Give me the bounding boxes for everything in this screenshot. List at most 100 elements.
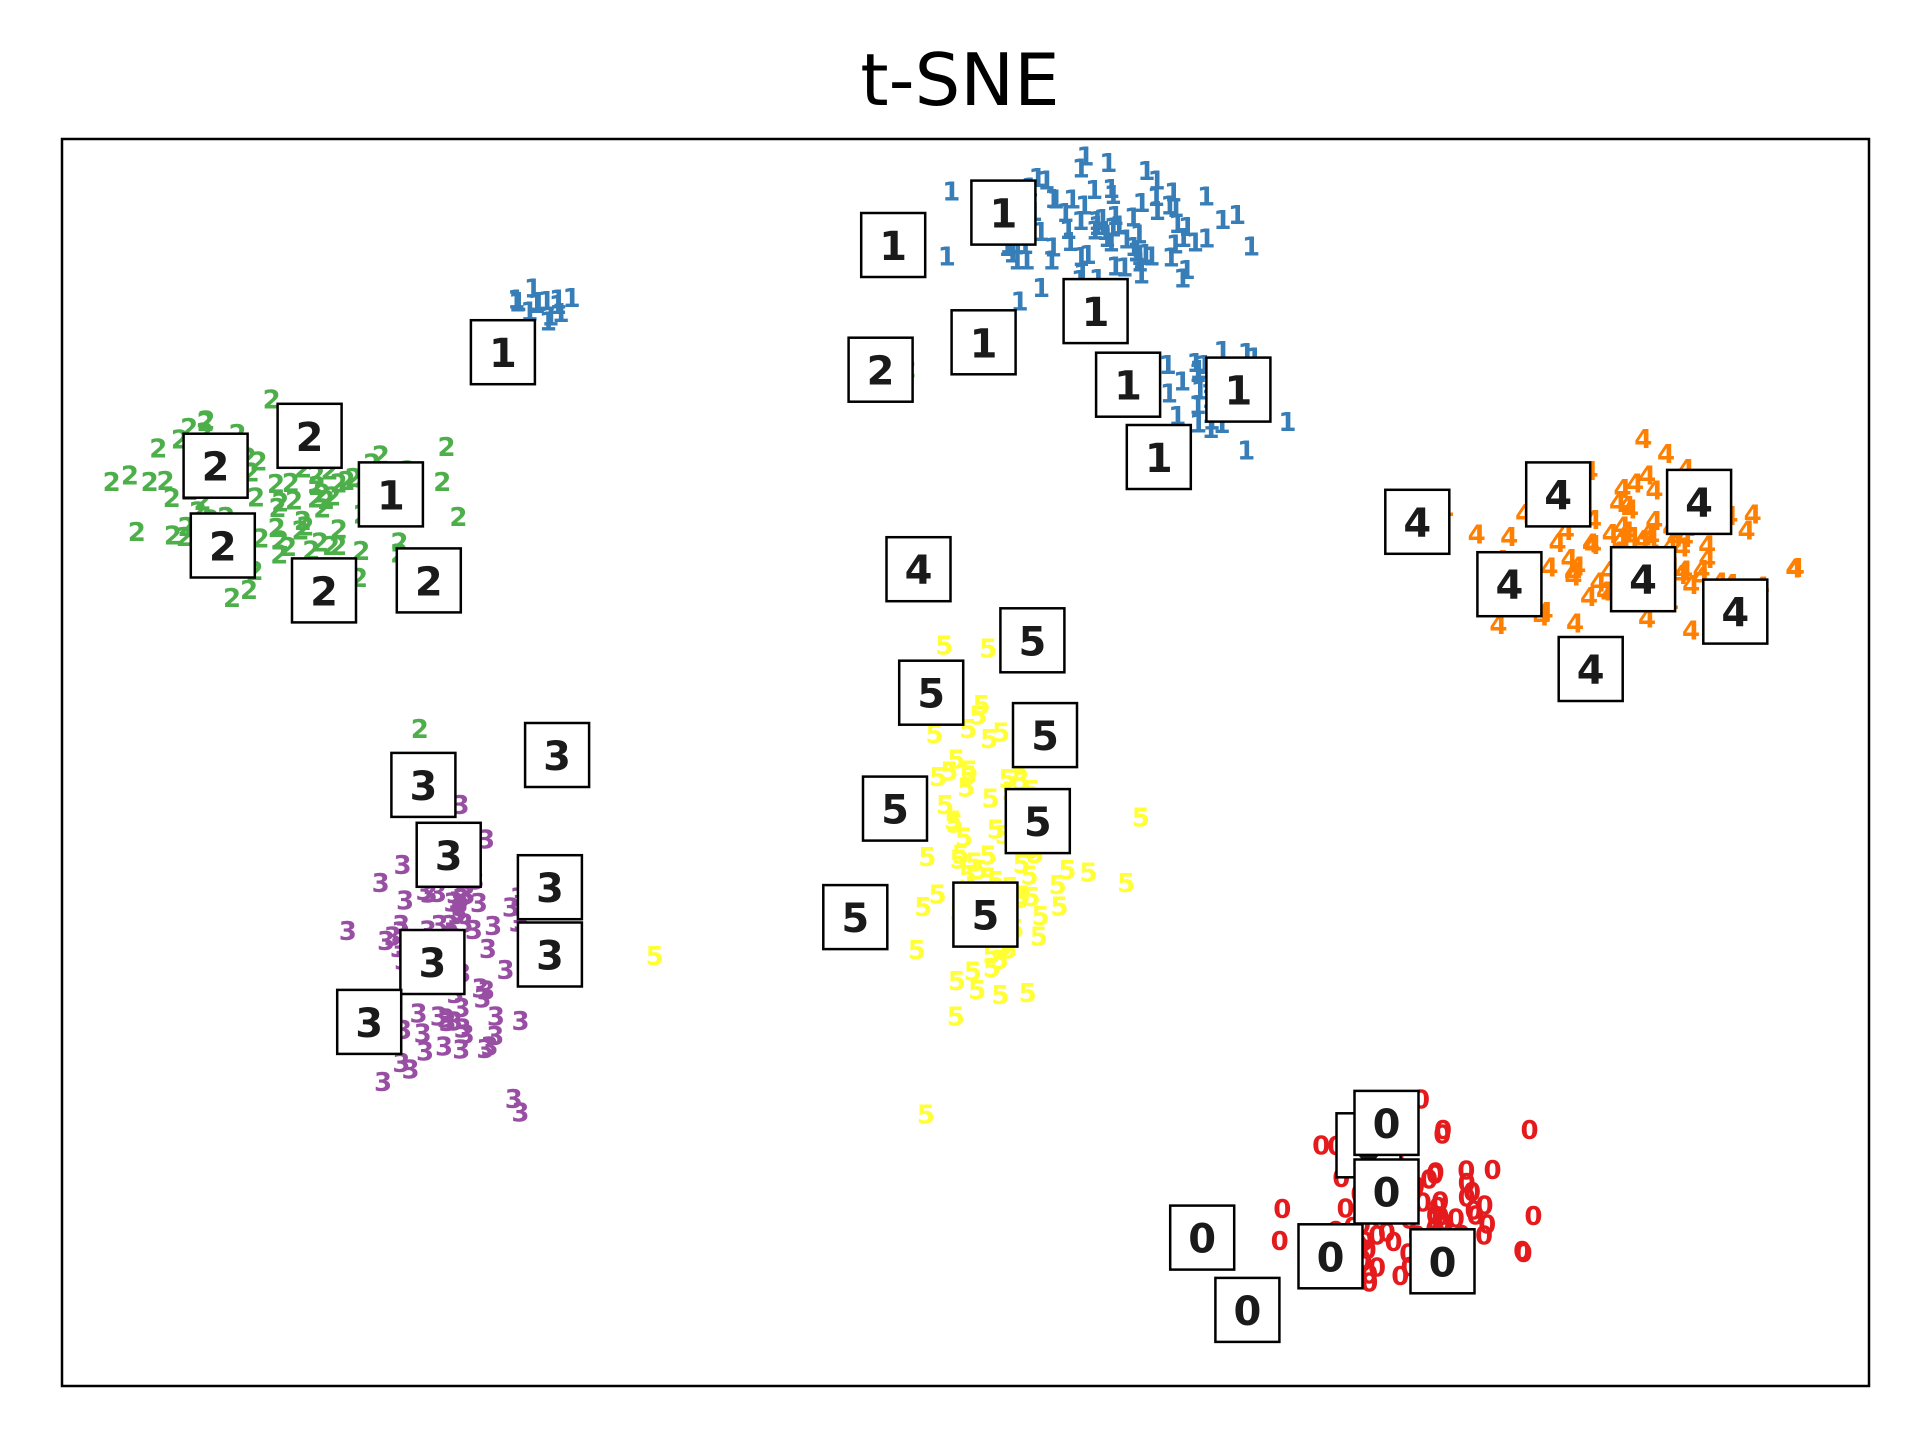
- data-point-1: 1: [1148, 167, 1166, 197]
- data-point-1: 1: [1142, 242, 1160, 272]
- data-point-1: 1: [1147, 183, 1165, 213]
- data-point-1: 1: [1166, 231, 1184, 261]
- data-point-1: 1: [1191, 376, 1209, 406]
- data-point-2: 2: [149, 435, 167, 465]
- data-point-4: 4: [1549, 529, 1567, 559]
- data-point-2: 2: [252, 524, 270, 554]
- thumbnail-digit: 0: [1233, 1289, 1261, 1335]
- data-point-4: 4: [1675, 557, 1693, 587]
- data-point-2: 2: [103, 468, 121, 498]
- data-point-4: 4: [1568, 552, 1586, 582]
- data-point-1: 1: [1102, 175, 1120, 205]
- data-point-3: 3: [512, 1007, 530, 1037]
- data-point-5: 5: [929, 881, 947, 911]
- data-point-4: 4: [1623, 523, 1641, 553]
- thumbnail-frame: [1214, 1276, 1281, 1344]
- data-point-0: 0: [1457, 1157, 1475, 1187]
- data-point-1: 1: [1168, 210, 1186, 240]
- data-point-1: 1: [1242, 233, 1260, 263]
- data-point-5: 5: [960, 757, 978, 787]
- digit-thumbnail: 4: [1476, 550, 1543, 618]
- data-point-1: 1: [1117, 226, 1135, 256]
- data-point-5: 5: [1132, 804, 1150, 834]
- data-point-3: 3: [444, 889, 462, 919]
- thumbnail-digit: 1: [377, 473, 405, 519]
- data-point-1: 1: [1124, 233, 1142, 263]
- data-point-2: 2: [141, 468, 159, 498]
- data-point-1: 1: [1197, 224, 1215, 254]
- data-point-1: 1: [1132, 189, 1150, 219]
- digit-thumbnail: 0: [1214, 1276, 1281, 1344]
- data-point-5: 5: [917, 1100, 935, 1130]
- data-point-5: 5: [1079, 859, 1097, 889]
- data-point-4: 4: [1698, 531, 1716, 561]
- data-point-1: 1: [529, 288, 547, 318]
- data-point-2: 2: [267, 470, 285, 500]
- data-point-0: 0: [1521, 1116, 1539, 1146]
- data-point-3: 3: [473, 984, 491, 1014]
- thumbnail-frame: [1168, 1204, 1236, 1271]
- data-point-2: 2: [164, 522, 182, 552]
- data-point-4: 4: [1634, 425, 1652, 455]
- digit-thumbnail: 4: [1609, 545, 1677, 613]
- data-point-4: 4: [1657, 440, 1675, 470]
- data-point-0: 0: [1312, 1131, 1330, 1161]
- data-point-1: 1: [1130, 221, 1148, 251]
- data-point-0: 0: [1384, 1228, 1402, 1258]
- data-point-4: 4: [1584, 531, 1602, 561]
- data-point-1: 1: [1072, 155, 1090, 185]
- digit-thumbnail: 5: [999, 607, 1066, 674]
- data-point-1: 1: [1071, 207, 1089, 237]
- data-point-3: 3: [505, 1085, 523, 1115]
- data-point-4: 4: [1645, 507, 1663, 537]
- data-point-1: 1: [1044, 185, 1062, 215]
- digit-thumbnail: 0: [1353, 1158, 1420, 1225]
- data-point-2: 2: [338, 467, 356, 497]
- data-point-1: 1: [1186, 228, 1204, 258]
- data-point-5: 5: [947, 745, 965, 775]
- data-point-3: 3: [502, 894, 520, 924]
- digit-thumbnail: 4: [1524, 461, 1592, 528]
- data-point-5: 5: [646, 942, 664, 972]
- digit-thumbnail: 3: [335, 988, 403, 1056]
- data-point-3: 3: [465, 916, 483, 946]
- thumbnail-digit: 0: [1429, 1240, 1457, 1286]
- data-point-5: 5: [991, 981, 1009, 1011]
- data-point-1: 1: [1137, 157, 1155, 187]
- data-point-2: 2: [271, 527, 289, 557]
- data-point-4: 4: [1618, 492, 1636, 522]
- data-point-3: 3: [377, 927, 395, 957]
- data-point-3: 3: [477, 977, 495, 1007]
- data-point-0: 0: [1368, 1254, 1386, 1284]
- data-point-0: 0: [1458, 1169, 1476, 1199]
- data-point-2: 2: [322, 532, 340, 562]
- data-point-0: 0: [1458, 1184, 1476, 1214]
- data-point-1: 1: [1186, 349, 1204, 379]
- data-point-2: 2: [240, 576, 258, 606]
- thumbnail-frame: [469, 318, 537, 386]
- digit-thumbnail: 2: [189, 512, 257, 579]
- data-point-0: 0: [1391, 1262, 1409, 1292]
- data-point-5: 5: [948, 967, 966, 997]
- data-point-1: 1: [1037, 167, 1055, 197]
- data-point-1: 1: [1189, 391, 1207, 421]
- thumbnail-digit: 1: [1145, 436, 1173, 482]
- data-point-5: 5: [969, 702, 987, 732]
- data-point-1: 1: [1148, 197, 1166, 227]
- data-point-1: 1: [1197, 182, 1215, 212]
- thumbnail-digit: 3: [418, 941, 446, 987]
- data-point-5: 5: [1058, 856, 1076, 886]
- data-point-2: 2: [449, 503, 467, 533]
- data-point-1: 1: [1042, 247, 1060, 277]
- digit-thumbnail: 0: [1409, 1228, 1476, 1295]
- digit-thumbnail: 2: [276, 402, 343, 470]
- digit-thumbnail: 2: [290, 557, 358, 624]
- data-point-2: 2: [157, 467, 175, 497]
- thumbnail-digit: 2: [202, 445, 230, 491]
- thumbnail-frame: [516, 853, 584, 921]
- data-point-1: 1: [1115, 254, 1133, 284]
- data-point-1: 1: [1127, 238, 1145, 268]
- data-point-2: 2: [197, 408, 215, 438]
- thumbnail-frame: [390, 751, 457, 819]
- data-point-5: 5: [973, 691, 991, 721]
